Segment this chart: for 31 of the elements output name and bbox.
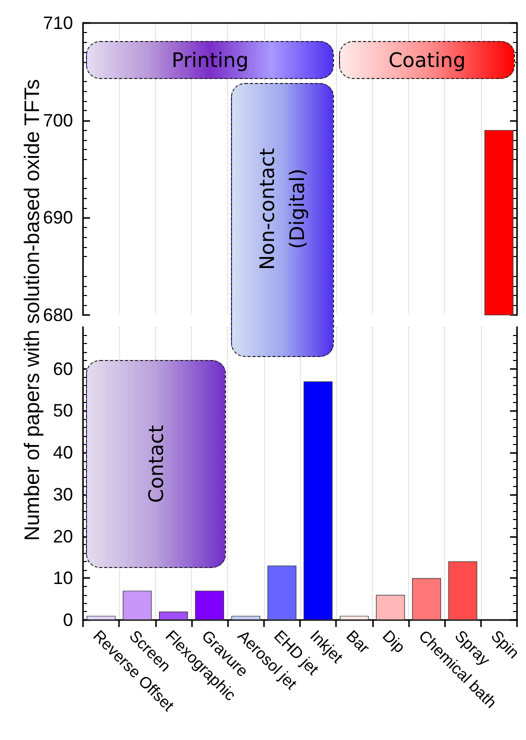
y-tick-label: 10 xyxy=(52,568,73,588)
y-tick-label: 20 xyxy=(52,526,73,546)
bar xyxy=(86,616,116,620)
y-tick-label: 40 xyxy=(52,442,73,463)
y-tick-label: 690 xyxy=(42,208,73,228)
y-tick-label: 30 xyxy=(52,484,73,504)
y-tick-label: 700 xyxy=(42,110,73,130)
bar xyxy=(122,590,152,620)
bar xyxy=(195,590,224,620)
label-box: Printing xyxy=(86,41,334,80)
bar xyxy=(448,561,478,620)
y-tick-label: 0 xyxy=(62,610,73,630)
y-tick-label: 50 xyxy=(52,400,73,421)
x-tick-label: Bar xyxy=(342,628,373,658)
bar xyxy=(376,594,405,620)
bar xyxy=(231,616,260,620)
annotation: Contact xyxy=(142,425,169,503)
label-box: Coating xyxy=(339,41,515,80)
y-tick-label: 60 xyxy=(52,358,73,379)
bar xyxy=(267,566,296,620)
bar xyxy=(304,381,333,620)
y-axis-title: Number of papers with solution-based oxide TFTs xyxy=(21,79,44,541)
bar xyxy=(340,616,369,620)
bar xyxy=(412,578,442,620)
y-tick-label: 680 xyxy=(42,305,73,325)
bar xyxy=(158,612,188,620)
label-box: Non-contact (Digital) xyxy=(230,83,334,357)
y-tick-label: 710 xyxy=(42,13,73,33)
label-box: Contact xyxy=(86,360,226,568)
x-tick-label: Dip xyxy=(378,628,408,657)
annotation: Non-contact (Digital) xyxy=(254,147,310,272)
